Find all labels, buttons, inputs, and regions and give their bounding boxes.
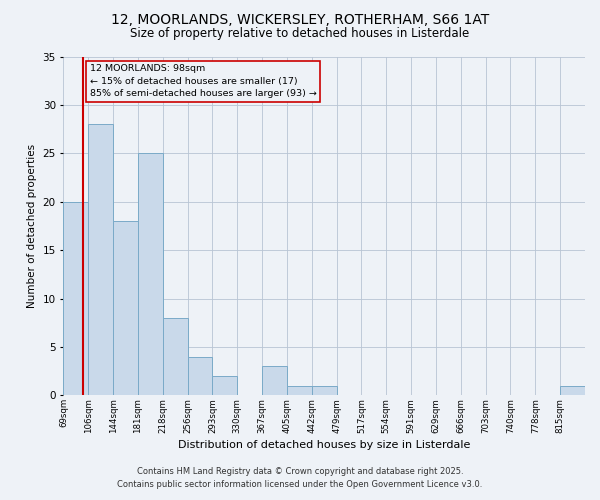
Bar [312, 386, 337, 396]
Bar [560, 386, 585, 396]
X-axis label: Distribution of detached houses by size in Listerdale: Distribution of detached houses by size … [178, 440, 470, 450]
Text: Contains HM Land Registry data © Crown copyright and database right 2025.
Contai: Contains HM Land Registry data © Crown c… [118, 467, 482, 489]
Y-axis label: Number of detached properties: Number of detached properties [27, 144, 37, 308]
Text: 12, MOORLANDS, WICKERSLEY, ROTHERHAM, S66 1AT: 12, MOORLANDS, WICKERSLEY, ROTHERHAM, S6… [111, 12, 489, 26]
Bar [163, 318, 188, 396]
Bar [64, 202, 88, 396]
Text: 12 MOORLANDS: 98sqm
← 15% of detached houses are smaller (17)
85% of semi-detach: 12 MOORLANDS: 98sqm ← 15% of detached ho… [89, 64, 316, 98]
Bar [212, 376, 237, 396]
Bar [287, 386, 312, 396]
Bar [262, 366, 287, 396]
Bar [88, 124, 113, 396]
Text: Size of property relative to detached houses in Listerdale: Size of property relative to detached ho… [130, 28, 470, 40]
Bar [113, 221, 138, 396]
Bar [188, 356, 212, 396]
Bar [138, 154, 163, 396]
